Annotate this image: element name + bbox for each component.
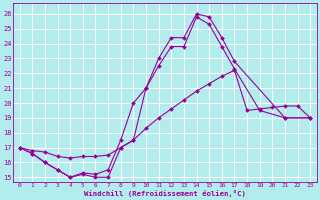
X-axis label: Windchill (Refroidissement éolien,°C): Windchill (Refroidissement éolien,°C) [84, 190, 246, 197]
